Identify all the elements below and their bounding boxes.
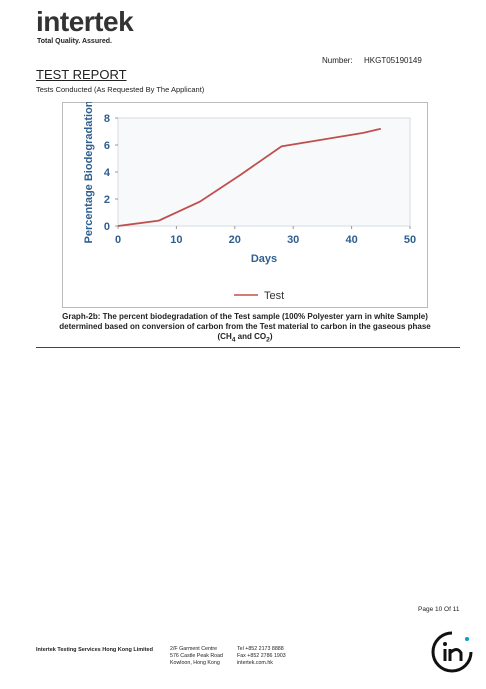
y-tick-label: 6: [104, 140, 110, 152]
caption-subscript: 4: [231, 336, 236, 344]
brand-ring: [431, 631, 473, 673]
address: 2/F Garment Centre 576 Castle Peak Road …: [170, 646, 223, 667]
contact-line: intertek.com.hk: [237, 660, 273, 666]
logo: intertek: [36, 6, 134, 37]
plot-area: [117, 117, 411, 227]
x-tick-label: 50: [404, 234, 416, 246]
x-tick-label: 10: [170, 234, 182, 246]
x-tick-label: 0: [115, 234, 121, 246]
address-line: 2/F Garment Centre: [170, 646, 218, 652]
caption: Graph-2b: The percent biodegradation of …: [50, 312, 440, 346]
address-line: 576 Castle Peak Road: [170, 653, 224, 659]
page-number: Page 10 Of 11: [418, 606, 460, 613]
x-axis-label: Days: [251, 253, 277, 265]
y-tick-label: 8: [104, 113, 110, 125]
brand-n: [448, 648, 463, 661]
x-tick-label: 40: [345, 234, 357, 246]
y-tick-label: 4: [104, 167, 111, 179]
brand-mark: [431, 631, 473, 673]
contact-line: Fax +852 2786 1903: [237, 653, 286, 659]
caption-text: Graph-2b: The percent biodegradation of …: [59, 312, 431, 341]
report-title: TEST REPORT: [36, 67, 127, 82]
contact-line: Tel +852 2173 8888: [237, 646, 284, 652]
rule: [36, 347, 460, 348]
x-tick-label: 30: [287, 234, 299, 246]
x-tick-label: 20: [229, 234, 241, 246]
brand-dot: [443, 642, 447, 646]
report-number: HKGT05190149: [364, 56, 422, 65]
y-tick-label: 2: [104, 194, 110, 206]
y-axis-label: Percentage Biodegradation: [83, 102, 95, 244]
series-line: [117, 127, 382, 227]
company: Intertek Testing Services Hong Kong Limi…: [36, 647, 153, 653]
caption-subscript: 2: [266, 336, 270, 344]
contact: Tel +852 2173 8888 Fax +852 2786 1903 in…: [237, 646, 286, 667]
report-subtitle: Tests Conducted (As Requested By The App…: [36, 85, 205, 94]
caption-text: ): [269, 332, 273, 341]
number-label: Number:: [322, 56, 353, 65]
address-line: Kowloon, Hong Kong: [170, 660, 220, 666]
legend-label: Test: [264, 290, 284, 302]
chart: Percentage Biodegradation Days 0 2 4 6 8 0 10 2…: [62, 102, 428, 308]
brand-accent: [465, 637, 469, 641]
tagline: Total Quality. Assured.: [37, 38, 112, 45]
caption-text: and CO: [235, 332, 267, 341]
y-tick-label: 0: [104, 221, 110, 233]
